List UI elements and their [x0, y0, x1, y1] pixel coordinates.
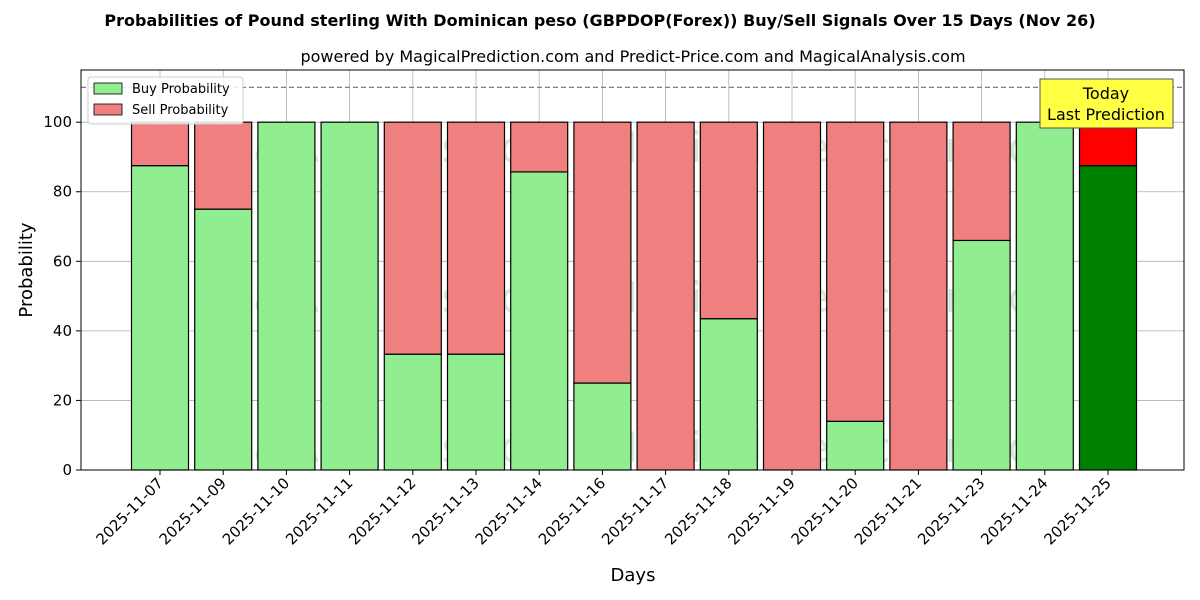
x-tick-label: 2025-11-14: [472, 474, 546, 548]
x-tick-label: 2025-11-10: [219, 474, 293, 548]
buy-bar: [826, 420, 885, 471]
x-tick-label: 2025-11-19: [724, 474, 798, 548]
annotation-box: [1039, 78, 1174, 129]
sell-bar: [762, 121, 822, 471]
buy-bar: [1015, 121, 1074, 471]
buy-bar: [257, 121, 316, 471]
annotation-line2: Last Prediction: [1047, 105, 1165, 124]
today-annotation: Today Last Prediction: [1039, 78, 1174, 129]
sell-bar: [699, 121, 758, 320]
legend: Buy Probability Sell Probability: [87, 76, 244, 125]
y-tick-label: 80: [53, 183, 72, 201]
sell-bar: [1078, 121, 1138, 167]
legend-label: Buy Probability: [132, 82, 230, 97]
buy-bar: [194, 208, 253, 471]
legend-swatch: [93, 103, 123, 116]
x-tick-label: 2025-11-17: [598, 474, 672, 548]
buy-bar: [320, 121, 379, 471]
sell-bar: [446, 121, 506, 355]
y-tick-label: 100: [43, 113, 72, 131]
x-tick-label: 2025-11-25: [1040, 474, 1114, 548]
plot-area: MagicalAnalysis.comMagicalPrediction.com…: [43, 69, 1185, 548]
buy-bar: [952, 239, 1011, 471]
legend-swatch: [93, 82, 123, 95]
y-tick-label: 40: [53, 322, 72, 340]
x-tick-label: 2025-11-12: [345, 474, 419, 548]
y-tick-label: 60: [53, 252, 72, 270]
legend-label: Sell Probability: [132, 103, 229, 118]
sell-bar: [889, 121, 948, 471]
x-tick-label: 2025-11-18: [661, 474, 735, 548]
buy-bar: [510, 171, 569, 471]
sell-bar: [510, 121, 569, 173]
y-axis-label: Probability: [16, 222, 37, 317]
y-tick-label: 0: [62, 461, 72, 479]
x-tick-label: 2025-11-16: [535, 474, 609, 548]
sell-bar: [952, 121, 1011, 242]
x-tick-label: 2025-11-11: [282, 474, 356, 548]
x-axis-label: Days: [611, 565, 656, 586]
plot-frame: [80, 69, 1185, 471]
annotation-line1: Today: [1082, 84, 1129, 103]
y-tick-label: 20: [53, 391, 72, 409]
sell-bar: [194, 121, 253, 210]
legend-box: [87, 76, 244, 125]
sell-bar: [573, 121, 632, 384]
x-tick-label: 2025-11-13: [408, 474, 482, 548]
x-tick-label: 2025-11-09: [156, 474, 230, 548]
buy-bar: [1078, 165, 1138, 471]
chart-subtitle: powered by MagicalPrediction.com and Pre…: [300, 47, 965, 66]
buy-bar: [383, 353, 442, 471]
buy-bar: [699, 318, 758, 471]
sell-bar: [383, 121, 442, 355]
sell-bar: [130, 121, 190, 167]
buy-bar: [446, 353, 506, 471]
x-tick-label: 2025-11-07: [92, 474, 166, 548]
x-tick-label: 2025-11-20: [788, 474, 862, 548]
x-tick-label: 2025-11-23: [914, 474, 988, 548]
sell-bar: [636, 121, 695, 471]
x-tick-label: 2025-11-24: [977, 474, 1051, 548]
chart-title: Probabilities of Pound sterling With Dom…: [104, 11, 1095, 30]
buy-bar: [130, 165, 190, 471]
x-tick-label: 2025-11-21: [851, 474, 925, 548]
sell-bar: [826, 121, 885, 422]
buy-bar: [573, 382, 632, 471]
